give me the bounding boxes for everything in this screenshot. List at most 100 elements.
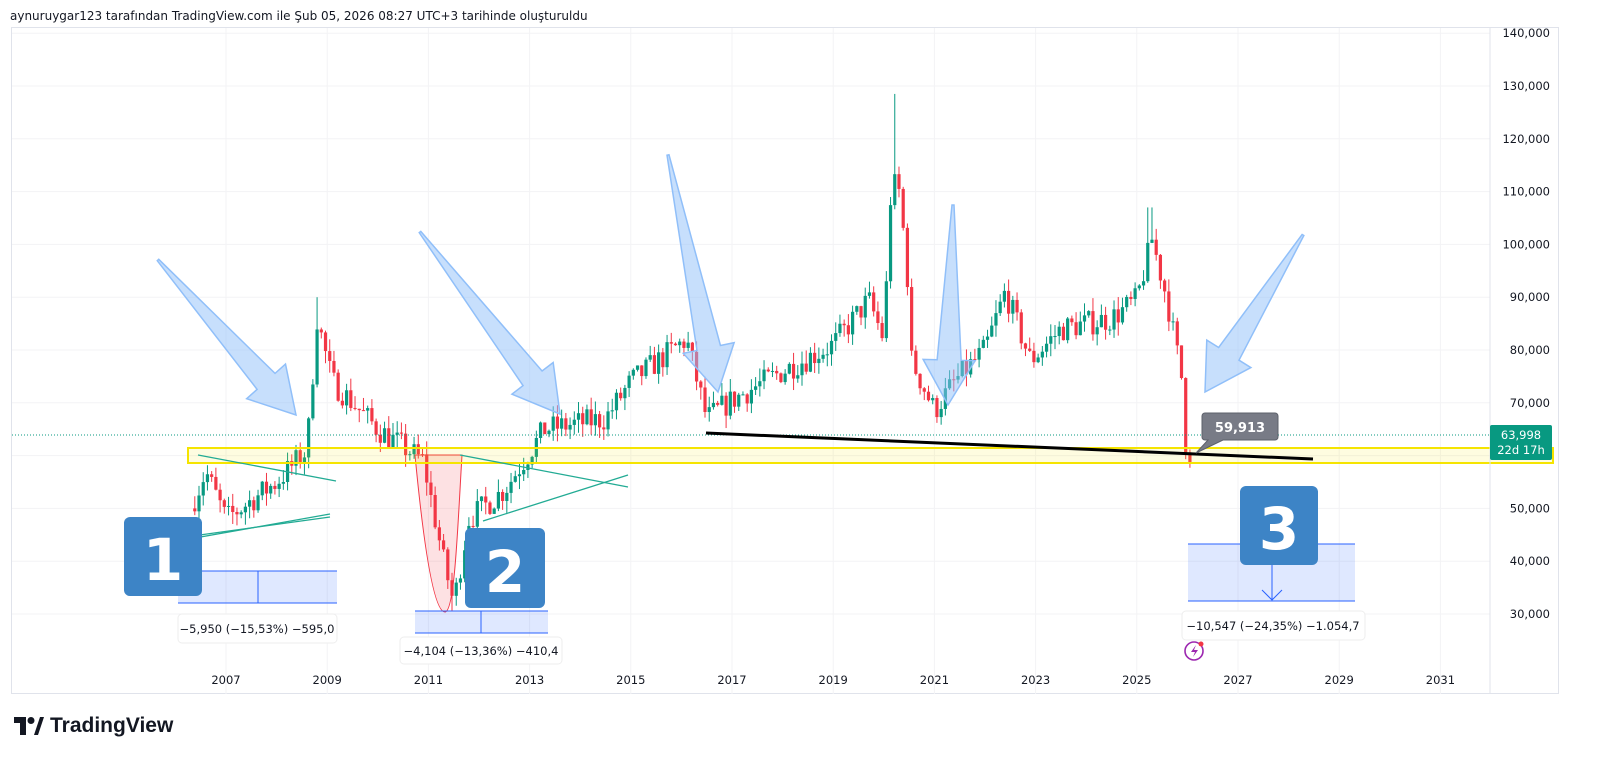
candle-body xyxy=(1070,318,1074,323)
candle-body xyxy=(808,352,813,372)
arrow-marker[interactable] xyxy=(666,153,736,394)
candle-body xyxy=(724,395,728,416)
candle-body xyxy=(935,398,939,418)
price-tick: 140,000 xyxy=(1502,26,1550,40)
candle-body xyxy=(315,329,319,385)
candle-body xyxy=(863,295,867,318)
candle-body xyxy=(1158,254,1163,281)
candle-body xyxy=(800,363,804,376)
measure-box-1[interactable] xyxy=(178,570,337,604)
candle-body xyxy=(876,311,880,324)
svg-text:−4,104 (−13,36%) −410,4: −4,104 (−13,36%) −410,4 xyxy=(404,644,559,658)
candle-body xyxy=(197,495,201,512)
candle-body xyxy=(560,418,564,429)
candle-body xyxy=(707,407,711,413)
candle-body xyxy=(222,500,226,507)
candle-body xyxy=(336,372,340,401)
price-note-callout[interactable]: 59,913 xyxy=(1195,412,1279,454)
measure-box-2[interactable] xyxy=(415,610,548,634)
candle-body xyxy=(838,323,842,334)
candle-body xyxy=(665,342,669,368)
candle-body xyxy=(673,343,678,346)
candle-body xyxy=(623,387,627,399)
candle-body xyxy=(699,381,703,388)
candle-body xyxy=(817,358,821,364)
candle-body xyxy=(926,391,931,401)
triangle-pattern-2[interactable] xyxy=(459,454,629,522)
time-tick: 2029 xyxy=(1325,673,1354,687)
candle-body xyxy=(619,392,623,399)
candle-body xyxy=(1095,327,1099,335)
candle-body xyxy=(323,332,328,352)
candle-body xyxy=(1184,378,1188,453)
candle-body xyxy=(1103,314,1108,330)
candle-body xyxy=(505,492,509,501)
candle-body xyxy=(589,409,593,426)
candle-body xyxy=(758,381,762,387)
arrow-marker[interactable] xyxy=(418,230,561,416)
candle-body xyxy=(825,354,829,356)
svg-text:59,913: 59,913 xyxy=(1215,421,1265,436)
candle-body xyxy=(905,227,910,288)
time-tick: 2021 xyxy=(920,673,949,687)
candle-body xyxy=(1146,242,1150,282)
candle-body xyxy=(749,389,753,404)
candle-body xyxy=(328,351,332,361)
candle-body xyxy=(433,495,437,528)
candle-body xyxy=(884,281,888,339)
candle-body xyxy=(319,329,323,333)
candle-body xyxy=(408,454,412,456)
candle-body xyxy=(973,359,977,361)
badge-2[interactable]: 2 xyxy=(465,528,545,608)
candle-body xyxy=(370,408,374,422)
arrow-marker[interactable] xyxy=(921,204,977,407)
candle-body xyxy=(239,512,243,515)
measure-label-2: −4,104 (−13,36%) −410,4 xyxy=(399,636,563,665)
tradingview-logo[interactable]: TradingView xyxy=(14,714,173,738)
candle-body xyxy=(509,481,513,493)
candle-body xyxy=(1032,350,1036,363)
trendline[interactable] xyxy=(705,431,1314,461)
candle-body xyxy=(652,355,657,374)
candle-body xyxy=(277,483,281,489)
candle-body xyxy=(931,398,935,401)
candle-body xyxy=(1112,309,1116,330)
svg-text:3: 3 xyxy=(1259,495,1299,563)
arrow-marker[interactable] xyxy=(156,258,297,417)
candle-body xyxy=(522,470,526,475)
candle-body xyxy=(796,375,800,379)
candle-body xyxy=(248,500,252,507)
candle-body xyxy=(880,323,884,339)
candle-body xyxy=(627,375,631,388)
candle-body xyxy=(846,325,850,335)
candle-body xyxy=(1150,239,1154,243)
candle-body xyxy=(813,352,817,364)
time-tick: 2019 xyxy=(819,673,848,687)
arrow-marker[interactable] xyxy=(1204,233,1305,394)
candle-body xyxy=(484,496,488,503)
candle-body xyxy=(366,408,370,411)
candle-body xyxy=(635,365,640,370)
candle-body xyxy=(572,419,576,425)
candle-body xyxy=(783,373,787,383)
candle-body xyxy=(593,414,597,426)
measure-label-1: −5,950 (−15,53%) −595,0 xyxy=(177,613,338,644)
candle-body xyxy=(501,491,505,501)
candle-body xyxy=(775,370,779,374)
triangle-pattern-1[interactable] xyxy=(177,454,337,542)
candle-body xyxy=(834,333,838,341)
badge-1[interactable]: 1 xyxy=(124,517,202,596)
candle-body xyxy=(602,427,606,430)
lightning-event-icon[interactable] xyxy=(1184,641,1204,661)
candle-body xyxy=(492,508,496,514)
candle-body xyxy=(395,432,399,435)
candle-body xyxy=(581,413,585,425)
price-tick: 80,000 xyxy=(1510,343,1550,357)
badge-3[interactable]: 3 xyxy=(1240,486,1318,565)
candle-body xyxy=(1011,299,1015,314)
candle-body xyxy=(1133,288,1137,299)
candle-body xyxy=(496,491,500,509)
support-band[interactable] xyxy=(187,447,1554,464)
time-axis: 2007 2009 2011 2013 2015 2017 2019 2021 2023 2025… xyxy=(211,673,1455,687)
